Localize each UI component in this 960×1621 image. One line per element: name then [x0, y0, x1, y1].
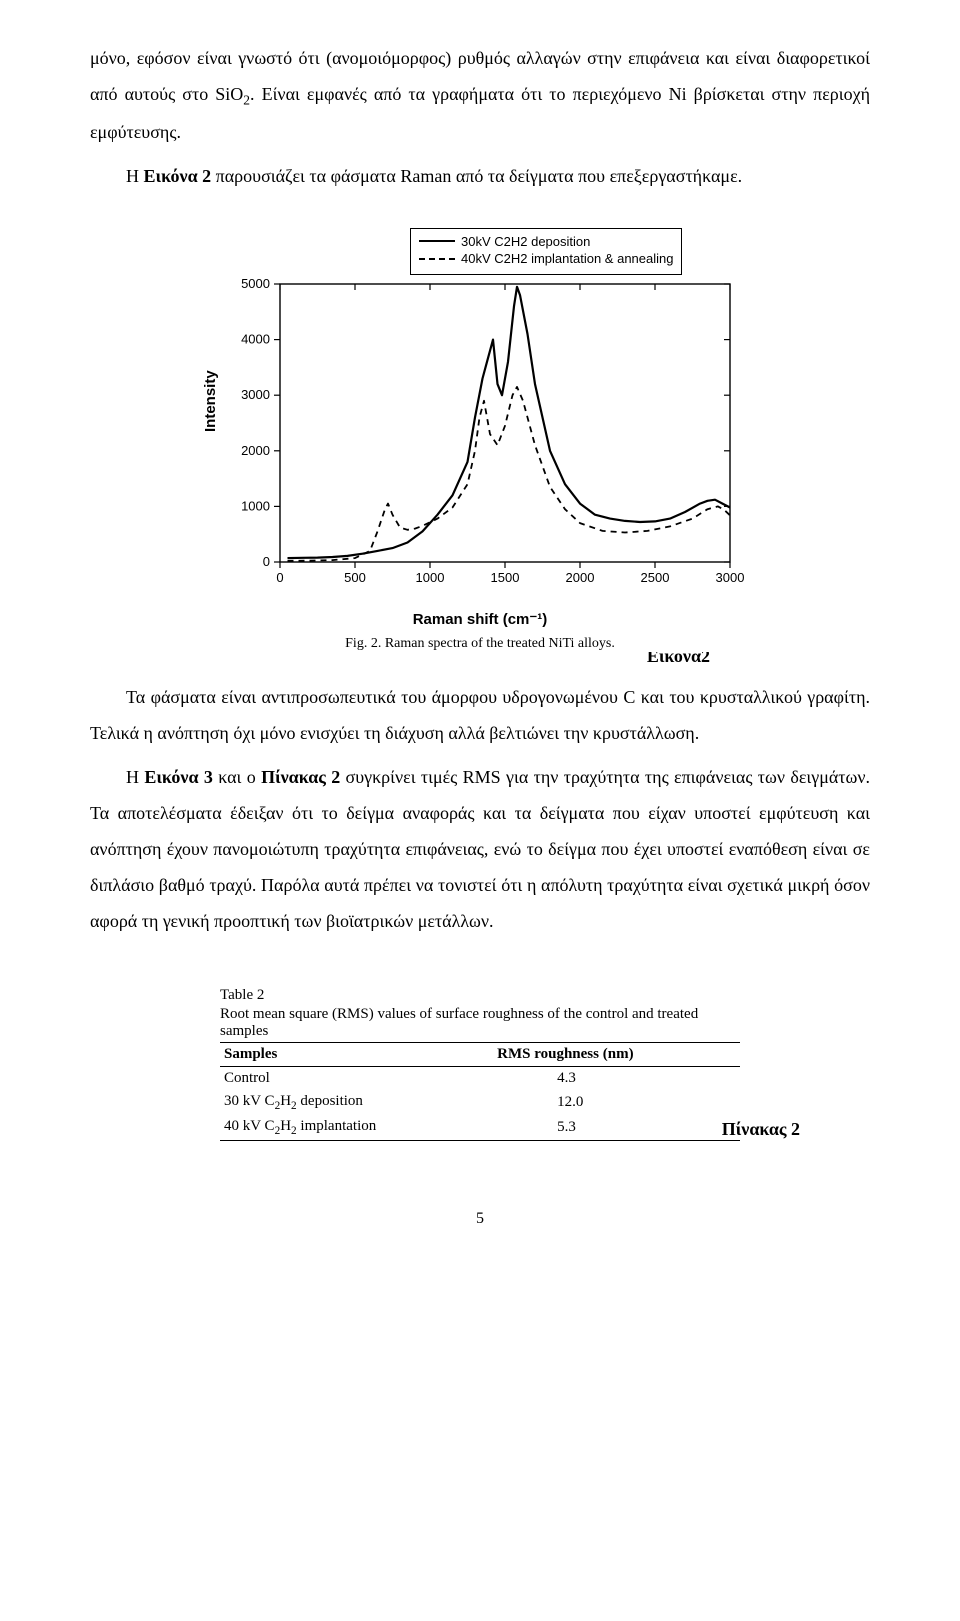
- figure-caption: Fig. 2. Raman spectra of the treated NiT…: [210, 636, 750, 652]
- paragraph-3: Τα φάσματα είναι αντιπροσωπευτικά του άμ…: [90, 679, 870, 751]
- legend-row-solid: 30kV C2H2 deposition: [419, 233, 673, 251]
- para4-b1: Εικόνα 3: [144, 767, 213, 787]
- table-cell-value: 4.3: [497, 1066, 740, 1090]
- para4-c: και ο: [213, 767, 261, 787]
- legend-label-1: 30kV C2H2 deposition: [461, 233, 590, 251]
- svg-text:4000: 4000: [241, 331, 270, 346]
- svg-text:1500: 1500: [491, 570, 520, 585]
- svg-text:500: 500: [344, 570, 366, 585]
- table-cell-value: 12.0: [497, 1090, 740, 1115]
- legend-label-2: 40kV C2H2 implantation & annealing: [461, 250, 673, 268]
- svg-text:2500: 2500: [641, 570, 670, 585]
- svg-text:2000: 2000: [241, 442, 270, 457]
- para2-a: Η: [126, 166, 144, 186]
- chart-xlabel: Raman shift (cm⁻¹): [210, 610, 750, 628]
- table-2-block: Table 2 Root mean square (RMS) values of…: [220, 987, 740, 1140]
- raman-chart: 30kV C2H2 deposition 40kV C2H2 implantat…: [210, 222, 750, 652]
- table-header-row: Samples RMS roughness (nm): [220, 1042, 740, 1066]
- svg-text:3000: 3000: [716, 570, 745, 585]
- table-row: 30 kV C2H2 deposition12.0: [220, 1090, 740, 1115]
- paragraph-4: Η Εικόνα 3 και ο Πίνακας 2 συγκρίνει τιμ…: [90, 759, 870, 939]
- svg-text:0: 0: [276, 570, 283, 585]
- para4-e: συγκρίνει τιμές RMS για την τραχύτητα τη…: [90, 767, 870, 931]
- page-number: 5: [90, 1210, 870, 1228]
- chart-legend: 30kV C2H2 deposition 40kV C2H2 implantat…: [410, 228, 682, 275]
- legend-row-dashed: 40kV C2H2 implantation & annealing: [419, 250, 673, 268]
- svg-text:5000: 5000: [241, 276, 270, 291]
- para4-b2: Πίνακας 2: [261, 767, 340, 787]
- table-caption-text: Root mean square (RMS) values of surface…: [220, 1006, 740, 1040]
- table-header-samples: Samples: [220, 1042, 497, 1066]
- legend-swatch-solid: [419, 240, 455, 242]
- chart-svg: 0 1000 2000 3000 4000 5000 0 500 1000 1500 2000 250…: [210, 274, 750, 604]
- svg-text:2000: 2000: [566, 570, 595, 585]
- table-cell-sample: Control: [220, 1066, 497, 1090]
- para2-bold: Εικόνα 2: [144, 166, 212, 186]
- svg-text:3000: 3000: [241, 387, 270, 402]
- table-row: Control4.3: [220, 1066, 740, 1090]
- para4-a: Η: [126, 767, 144, 787]
- legend-swatch-dashed: [419, 258, 455, 260]
- svg-text:0: 0: [263, 554, 270, 569]
- svg-text:1000: 1000: [241, 498, 270, 513]
- figure-2-block: 30kV C2H2 deposition 40kV C2H2 implantat…: [210, 222, 750, 667]
- table-header-rms: RMS roughness (nm): [497, 1042, 740, 1066]
- paragraph-1: μόνο, εφόσον είναι γνωστό ότι (ανομοιόμο…: [90, 40, 870, 150]
- table-cell-sample: 30 kV C2H2 deposition: [220, 1090, 497, 1115]
- svg-text:1000: 1000: [416, 570, 445, 585]
- para2-c: παρουσιάζει τα φάσματα Raman από τα δείγ…: [211, 166, 742, 186]
- paragraph-2: Η Εικόνα 2 παρουσιάζει τα φάσματα Raman …: [90, 158, 870, 194]
- table-caption-label: Table 2: [220, 987, 740, 1004]
